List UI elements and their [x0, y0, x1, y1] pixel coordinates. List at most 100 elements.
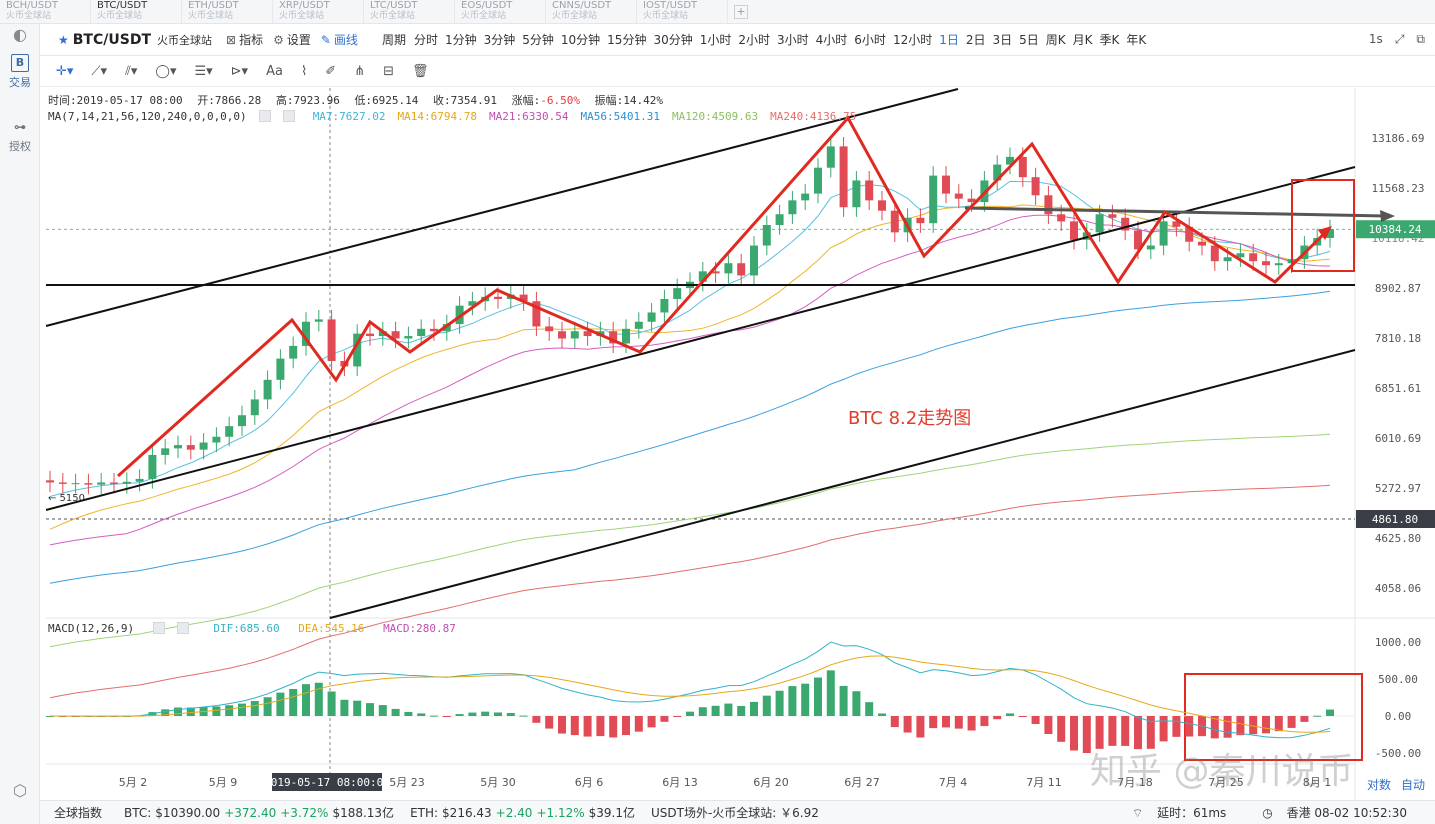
- time-tick-label: 5月 30: [480, 776, 516, 789]
- time-tick-label: 7月 18: [1117, 776, 1153, 789]
- log-toggle[interactable]: 对数: [1366, 778, 1391, 792]
- period-9[interactable]: 3小时: [777, 33, 809, 47]
- macd-histogram-bar: [698, 707, 707, 716]
- logo-icon[interactable]: ◐: [13, 25, 27, 44]
- candle-body: [1044, 195, 1053, 215]
- tab-eth-usdt[interactable]: ETH/USDT 火币全球站: [182, 0, 273, 24]
- crosshair-icon[interactable]: ✛▾: [56, 64, 74, 79]
- period-10[interactable]: 4小时: [815, 33, 848, 47]
- text-tool-icon[interactable]: Aa: [266, 64, 283, 79]
- pattern-tool-icon[interactable]: ⊳▾: [230, 64, 249, 79]
- add-tab-button[interactable]: +: [734, 5, 748, 19]
- candle-body: [788, 200, 797, 215]
- period-4[interactable]: 10分钟: [560, 33, 601, 47]
- candle-body: [302, 321, 310, 346]
- tab-bch-usdt[interactable]: BCH/USDT 火币全球站: [0, 0, 91, 24]
- candle-body: [58, 482, 67, 484]
- ohlc-info: 时间:2019-05-17 08:00 开:7866.28 高:7923.96 …: [48, 94, 664, 107]
- macd-histogram-bar: [1236, 716, 1245, 736]
- tab-btc-usdt[interactable]: BTC/USDT 火币全球站: [91, 0, 182, 24]
- candle-body: [814, 167, 822, 194]
- settings-button[interactable]: ⚙ 设置: [273, 32, 311, 48]
- macd-histogram-bar: [1006, 713, 1014, 716]
- favorite-star-icon[interactable]: ★: [58, 32, 69, 47]
- ma56-value: MA56:5401.31: [580, 110, 660, 123]
- candle-body: [135, 478, 144, 482]
- period-list: 分时 1分钟 3分钟 5分钟 10分钟 15分钟 30分钟 1小时 2小时 3小时 4小时 6小时 12…: [414, 31, 1153, 48]
- magnet-icon[interactable]: ⋔: [354, 64, 366, 79]
- ma14-value: MA14:6794.78: [397, 110, 478, 123]
- candle-body: [1185, 226, 1194, 242]
- period-19[interactable]: 季K: [1099, 33, 1120, 47]
- macd-histogram-bar: [404, 711, 413, 716]
- candle-body: [1031, 177, 1040, 196]
- fib-tool-icon[interactable]: ☰▾: [194, 64, 213, 79]
- auto-toggle[interactable]: 自动: [1400, 778, 1425, 792]
- settings-gear-icon[interactable]: ⬡: [13, 781, 27, 800]
- candle-body: [289, 345, 298, 359]
- trash-icon[interactable]: 🗑: [412, 64, 429, 79]
- candle-body: [852, 180, 861, 208]
- macd-histogram-bar: [302, 684, 310, 716]
- lock-icon[interactable]: ⊟: [383, 64, 395, 79]
- clock-time: ◷ 香港 08-02 10:52:30: [1262, 806, 1407, 820]
- candle-body: [186, 445, 195, 450]
- tab-cnns-usdt[interactable]: CNNS/USDT 火币全球站: [546, 0, 637, 24]
- macd-histogram-bar: [186, 707, 195, 716]
- macd-histogram-bar: [468, 712, 477, 716]
- period-7[interactable]: 1小时: [699, 33, 732, 47]
- dea-value: DEA:545.16: [298, 622, 365, 635]
- draw-button[interactable]: ✎ 画线: [320, 32, 358, 48]
- chart-toolbar: ★ BTC/USDT 火币全球站 ⊠ 指标 ⚙ 设置 ✎ 画线 周期 分时 1分钟 3分钟…: [40, 24, 1435, 56]
- tab-iost-usdt[interactable]: IOST/USDT 火币全球站: [637, 0, 728, 24]
- info-time: 2019-05-17 08:00: [76, 94, 183, 107]
- period-15[interactable]: 3日: [992, 33, 1013, 47]
- candle-body: [97, 482, 106, 485]
- ma-settings-icon[interactable]: [258, 110, 307, 123]
- macd-histogram-bar: [890, 716, 899, 728]
- watermark: 知乎 @秦川说币: [1090, 751, 1354, 792]
- circle-tool-icon[interactable]: ◯▾: [155, 64, 177, 79]
- period-20[interactable]: 年K: [1126, 33, 1147, 47]
- macd-settings-icon[interactable]: [152, 622, 201, 635]
- ruler-icon[interactable]: ⌇: [300, 64, 308, 79]
- period-18[interactable]: 月K: [1072, 33, 1093, 47]
- sidebar-item-auth[interactable]: ⊶ 授权: [0, 118, 40, 154]
- brush-icon[interactable]: ✐: [325, 64, 337, 79]
- macd-histogram-bar: [558, 716, 566, 734]
- period-0[interactable]: 分时: [413, 33, 438, 47]
- info-high: 7923.96: [293, 94, 340, 107]
- popout-icon[interactable]: ⧉: [1416, 32, 1425, 46]
- period-2[interactable]: 3分钟: [483, 33, 516, 47]
- tab-xrp-usdt[interactable]: XRP/USDT 火币全球站: [273, 0, 364, 24]
- period-6[interactable]: 30分钟: [653, 33, 693, 47]
- period-5[interactable]: 15分钟: [607, 33, 647, 47]
- time-tick-label: 7月 25: [1208, 776, 1244, 789]
- period-14[interactable]: 2日: [965, 33, 986, 47]
- period-12[interactable]: 12小时: [892, 33, 933, 47]
- eth-volume: $39.1亿: [588, 806, 635, 820]
- indicator-button[interactable]: ⊠ 指标: [226, 32, 264, 48]
- candle-body: [532, 301, 541, 327]
- sidebar-item-trade[interactable]: B 交易: [0, 54, 40, 90]
- ma120-value: MA120:4509.63: [672, 110, 759, 123]
- line-tool-icon[interactable]: ⟋▾: [91, 64, 108, 79]
- period-16[interactable]: 5日: [1019, 33, 1039, 47]
- period-17[interactable]: 周K: [1045, 33, 1066, 47]
- period-11[interactable]: 6小时: [854, 33, 886, 47]
- refresh-interval[interactable]: 1s: [1368, 32, 1383, 46]
- pencil-icon: ✎: [320, 32, 331, 47]
- tab-ltc-usdt[interactable]: LTC/USDT 火币全球站: [364, 0, 455, 24]
- tab-eos-usdt[interactable]: EOS/USDT 火币全球站: [455, 0, 546, 24]
- candle-body: [724, 263, 733, 274]
- fullscreen-icon[interactable]: ⤢: [1394, 32, 1405, 46]
- info-close: 7354.91: [450, 94, 498, 107]
- period-3[interactable]: 5分钟: [522, 33, 554, 47]
- period-8[interactable]: 2小时: [738, 33, 771, 47]
- period-1[interactable]: 1分钟: [444, 33, 477, 47]
- macd-histogram-bar: [263, 697, 272, 716]
- candle-body: [314, 319, 323, 322]
- period-13[interactable]: 1日: [939, 33, 959, 47]
- multi-line-icon[interactable]: ⫽▾: [125, 64, 138, 79]
